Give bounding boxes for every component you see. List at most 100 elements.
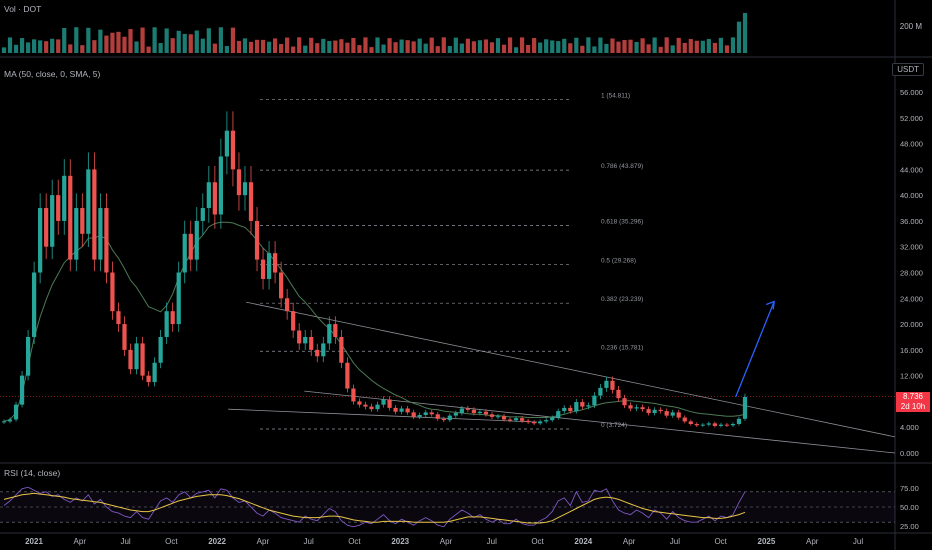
candle bbox=[50, 195, 55, 247]
candle bbox=[712, 423, 717, 426]
ma-indicator-label[interactable]: MA (50, close, 0, SMA, 5) bbox=[4, 69, 101, 79]
candle bbox=[242, 182, 248, 196]
volume-bar bbox=[254, 39, 260, 53]
volume-bar bbox=[526, 44, 531, 53]
candle bbox=[140, 343, 145, 376]
volume-bar bbox=[736, 21, 742, 53]
candle bbox=[236, 169, 242, 196]
volume-bar bbox=[38, 40, 43, 53]
candle bbox=[628, 405, 633, 409]
volume-bar bbox=[375, 37, 380, 53]
volume-bar bbox=[664, 37, 669, 53]
candle bbox=[152, 362, 157, 383]
volume-bar bbox=[381, 44, 386, 53]
volume-bar bbox=[321, 38, 326, 53]
last-price-value: 8.736 bbox=[902, 392, 924, 401]
candle bbox=[110, 272, 115, 312]
candle bbox=[291, 311, 296, 331]
volume-bar bbox=[387, 38, 392, 53]
volume-bar bbox=[544, 39, 549, 53]
axis-labels: 56.000 52.000 48.000 44.000 40.000 36.000 32.0… bbox=[25, 88, 923, 546]
volume-bar bbox=[25, 42, 31, 53]
candle bbox=[706, 423, 711, 425]
candle bbox=[357, 401, 362, 405]
candle bbox=[592, 395, 597, 406]
volume-bar bbox=[568, 43, 573, 53]
last-price-countdown: 2d 10h bbox=[900, 402, 926, 411]
volume-bar bbox=[556, 41, 561, 53]
y-tick-label: 20.000 bbox=[900, 320, 923, 329]
volume-bar bbox=[688, 39, 693, 53]
rsi-line bbox=[3, 486, 746, 528]
candle bbox=[688, 421, 693, 424]
candle bbox=[303, 336, 308, 344]
volume-bar bbox=[471, 41, 477, 53]
x-tick-label: Jul bbox=[853, 537, 863, 546]
volume-bar bbox=[1, 47, 7, 53]
volume-bar bbox=[399, 39, 404, 53]
rsi-pane-drawing: 75.00 50.00 25.00 bbox=[0, 484, 919, 531]
candle bbox=[538, 421, 543, 424]
volume-bar bbox=[212, 43, 217, 53]
candle bbox=[248, 182, 254, 221]
volume-bar bbox=[706, 39, 711, 53]
candle bbox=[652, 409, 657, 414]
volume-bar bbox=[351, 37, 356, 53]
volume-bar bbox=[279, 44, 284, 53]
candle bbox=[465, 408, 470, 410]
candle bbox=[98, 208, 103, 260]
volume-bar bbox=[152, 27, 157, 53]
candle bbox=[526, 420, 531, 423]
x-tick-label: Apr bbox=[623, 537, 636, 546]
y-tick-label: 32.000 bbox=[900, 243, 923, 252]
rsi-label[interactable]: RSI (14, close) bbox=[4, 468, 61, 478]
candle bbox=[405, 408, 410, 413]
volume-bar bbox=[694, 40, 699, 53]
currency-badge[interactable]: USDT bbox=[892, 63, 924, 76]
projection-arrowhead bbox=[765, 300, 775, 310]
volume-bar bbox=[206, 28, 211, 53]
volume-bar bbox=[598, 37, 603, 53]
candle bbox=[327, 324, 332, 344]
volume-bar bbox=[13, 44, 19, 53]
x-tick-label: 2022 bbox=[208, 537, 226, 546]
volume-bar bbox=[188, 34, 193, 53]
candle bbox=[25, 336, 31, 376]
candle bbox=[495, 416, 501, 418]
ma50-line bbox=[3, 221, 746, 422]
candle bbox=[519, 418, 525, 421]
candle bbox=[417, 414, 422, 417]
volume-bar bbox=[315, 43, 320, 53]
last-price-tag: 8.736 2d 10h bbox=[896, 392, 930, 412]
volume-bar bbox=[483, 39, 489, 53]
volume-bar bbox=[182, 33, 187, 53]
candle bbox=[718, 424, 724, 426]
candle bbox=[176, 272, 181, 325]
fib-label-1: 0.786 (43.879) bbox=[601, 163, 643, 170]
candle bbox=[128, 349, 133, 370]
volume-bar bbox=[453, 37, 458, 53]
volume-bar bbox=[50, 38, 55, 53]
volume-bar bbox=[441, 37, 446, 53]
volume-bar bbox=[610, 38, 615, 53]
volume-bar bbox=[640, 38, 645, 53]
candle bbox=[68, 175, 73, 260]
trendlines bbox=[228, 301, 896, 454]
fib-label-5: 0.236 (15.781) bbox=[601, 344, 643, 351]
volume-bar bbox=[628, 39, 633, 53]
candle bbox=[13, 404, 19, 420]
candle bbox=[411, 412, 416, 417]
x-tick-label: Oct bbox=[348, 537, 361, 546]
x-tick-label: 2023 bbox=[391, 537, 409, 546]
volume-bar bbox=[260, 39, 266, 53]
candle bbox=[544, 420, 549, 422]
volume-bar bbox=[363, 37, 368, 53]
volume-bar bbox=[242, 38, 248, 53]
volume-bar bbox=[519, 37, 525, 53]
volume-bar bbox=[676, 37, 681, 53]
volume-bar bbox=[652, 37, 657, 53]
candle bbox=[86, 169, 91, 234]
candle bbox=[309, 336, 314, 350]
x-tick-label: Jul bbox=[120, 537, 130, 546]
